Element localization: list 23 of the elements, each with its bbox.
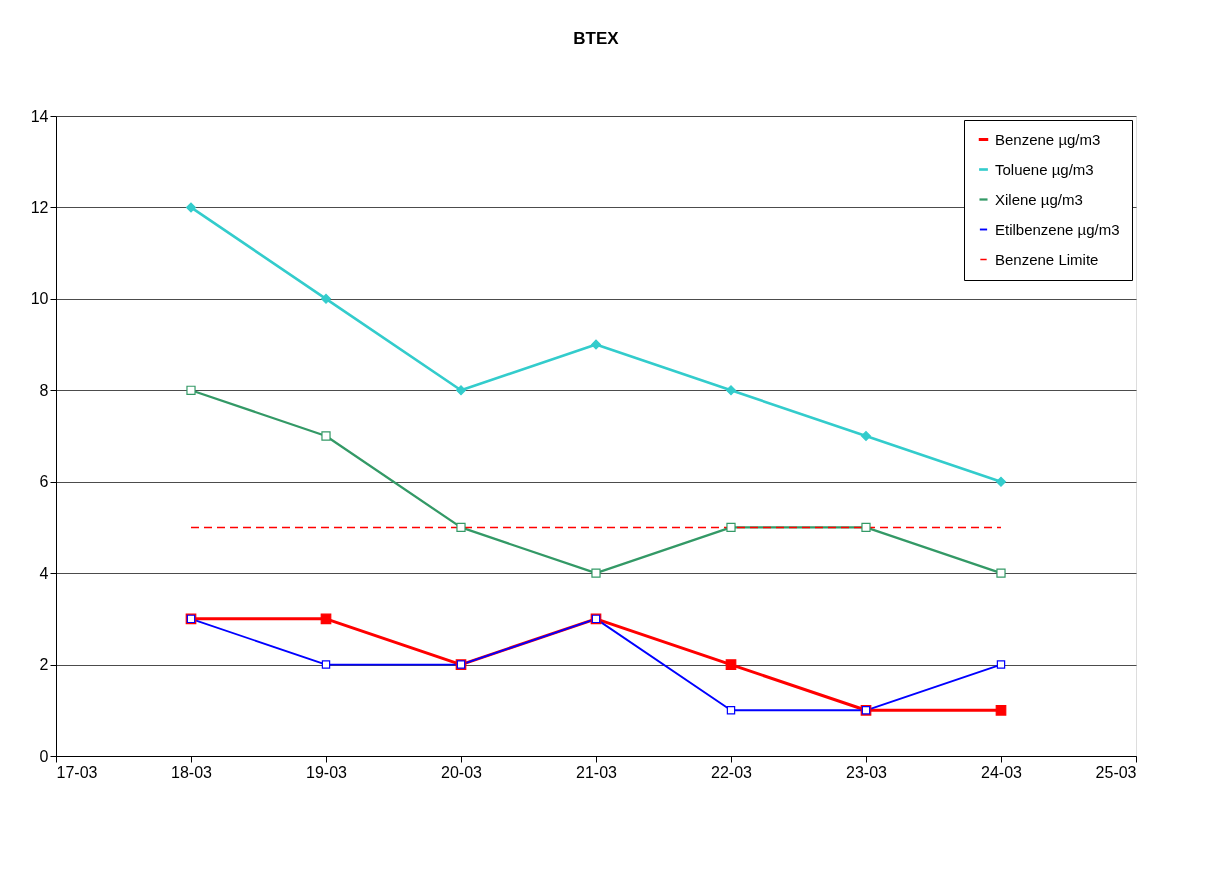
y-tick-label: 4 xyxy=(39,564,49,582)
chart-title: BTEX xyxy=(573,29,620,48)
y-tick-label: 12 xyxy=(30,198,49,216)
legend-label: Etilbenzene µg/m3 xyxy=(995,220,1120,238)
x-tick-label: 19-03 xyxy=(306,763,348,781)
y-tick-label: 0 xyxy=(39,747,49,765)
x-tick-label: 23-03 xyxy=(846,763,888,781)
y-tick-label: 6 xyxy=(39,473,49,491)
y-tick-label: 10 xyxy=(30,290,49,308)
x-tick-label: 25-03 xyxy=(1095,763,1137,781)
y-tick-label: 2 xyxy=(39,656,49,674)
x-tick-label: 18-03 xyxy=(171,763,213,781)
x-tick-label: 20-03 xyxy=(441,763,483,781)
y-tick-label: 14 xyxy=(30,107,49,125)
y-tick-label: 8 xyxy=(39,381,49,399)
legend-label: Toluene µg/m3 xyxy=(995,160,1094,178)
legend-label: Benzene µg/m3 xyxy=(995,130,1101,148)
x-tick-label: 22-03 xyxy=(711,763,753,781)
legend-label: Xilene µg/m3 xyxy=(995,190,1083,208)
x-tick-label: 24-03 xyxy=(981,763,1023,781)
x-tick-label: 21-03 xyxy=(576,763,618,781)
x-tick-label: 17-03 xyxy=(56,763,98,781)
legend-label: Benzene Limite xyxy=(995,250,1099,268)
